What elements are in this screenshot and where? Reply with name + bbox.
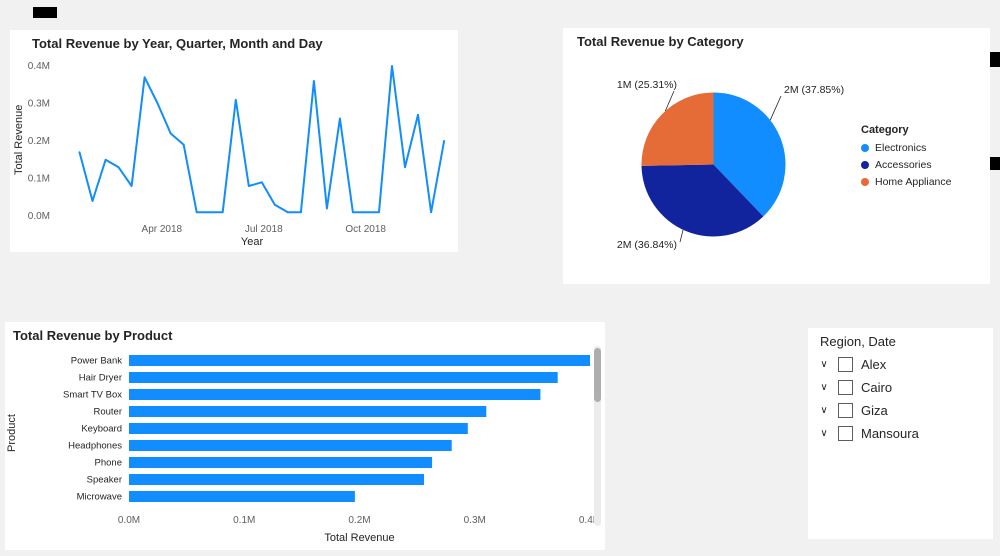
pie-value-label: 1M (25.31%) xyxy=(617,79,677,91)
legend-label: Electronics xyxy=(875,142,927,154)
pie-legend-title: Category xyxy=(861,124,909,136)
checkbox[interactable] xyxy=(838,357,853,372)
legend-label: Accessories xyxy=(875,159,932,171)
chevron-down-icon[interactable]: ∨ xyxy=(820,382,828,393)
bar-category-label: Hair Dryer xyxy=(79,373,122,384)
slicer-item-cairo[interactable]: ∨ Cairo xyxy=(808,376,993,399)
bar-category-label: Speaker xyxy=(87,475,122,486)
bar-x-axis-title: Total Revenue xyxy=(324,532,395,544)
bar-category-label: Keyboard xyxy=(81,424,122,435)
pie-label-leader-line xyxy=(664,90,675,112)
chevron-down-icon[interactable]: ∨ xyxy=(820,428,828,439)
bar-category-label: Microwave xyxy=(77,492,122,503)
legend-label: Home Appliance xyxy=(875,176,952,188)
bar-microwave[interactable] xyxy=(129,491,355,502)
slicer-item-alex[interactable]: ∨ Alex xyxy=(808,353,993,376)
chevron-down-icon[interactable]: ∨ xyxy=(820,359,828,370)
slicer-item-label: Mansoura xyxy=(861,426,919,441)
x-tick-label: 0.3M xyxy=(464,515,486,526)
pie-slice-home-appliance[interactable] xyxy=(641,92,714,166)
bar-smart-tv-box[interactable] xyxy=(129,389,541,400)
chevron-down-icon[interactable]: ∨ xyxy=(820,405,828,416)
pie-label-leader-line xyxy=(679,229,684,243)
slicer-item-label: Giza xyxy=(861,403,888,418)
x-tick-label: 0.0M xyxy=(118,515,140,526)
line-x-axis-title: Year xyxy=(240,236,264,248)
slicer-item-giza[interactable]: ∨ Giza xyxy=(808,399,993,422)
bar-hair-dryer[interactable] xyxy=(129,372,558,383)
x-tick-label: Oct 2018 xyxy=(345,224,386,235)
slicer-items: ∨ Alex ∨ Cairo ∨ Giza ∨ Mansoura xyxy=(808,353,993,445)
pie-slice-electronics[interactable] xyxy=(713,92,786,217)
scrollbar-thumb[interactable] xyxy=(594,348,601,402)
bar-keyboard[interactable] xyxy=(129,423,468,434)
x-tick-label: 0.4M xyxy=(579,515,601,526)
legend-dot-icon xyxy=(861,144,869,152)
bar-chart-plot[interactable]: Power Bank Hair Dryer Smart TV Box Router Ke… xyxy=(5,344,605,550)
legend-item-home-appliance[interactable]: Home Appliance xyxy=(861,176,951,188)
slicer-item-mansoura[interactable]: ∨ Mansoura xyxy=(808,422,993,445)
pie-value-label: 2M (36.84%) xyxy=(617,239,677,251)
slicer-item-label: Cairo xyxy=(861,380,893,395)
bar-power-bank[interactable] xyxy=(129,355,590,366)
pie-chart-plot[interactable]: 2M (37.85%) 2M (36.84%) 1M (25.31%) xyxy=(563,52,873,284)
bar-category-label: Headphones xyxy=(68,441,122,452)
bar-headphones[interactable] xyxy=(129,440,452,451)
black-artifact-top-left xyxy=(33,7,57,18)
bar-phone[interactable] xyxy=(129,457,433,468)
checkbox[interactable] xyxy=(838,403,853,418)
slicer-item-label: Alex xyxy=(861,357,887,372)
y-tick-label: 0.2M xyxy=(28,136,50,147)
bar-chart-scrollbar[interactable] xyxy=(594,346,601,526)
pie-slice-accessories[interactable] xyxy=(641,164,764,237)
slicer-title: Region, Date xyxy=(820,334,896,349)
bar-chart-title: Total Revenue by Product xyxy=(13,328,173,343)
legend-dot-icon xyxy=(861,178,869,186)
pie-legend: Category Electronics Accessories Home Appl… xyxy=(861,124,951,193)
pie-chart-title: Total Revenue by Category xyxy=(577,34,744,49)
pie-value-label: 2M (37.85%) xyxy=(784,84,844,96)
line-chart-plot[interactable]: 0.0M 0.1M 0.2M 0.3M 0.4M Apr 2018 Jul 2018 Oct … xyxy=(10,54,458,252)
bar-chart-card: Total Revenue by Product Product Power B… xyxy=(5,322,605,550)
pie-legend-items: Electronics Accessories Home Appliance xyxy=(861,142,951,188)
y-tick-label: 0.0M xyxy=(28,211,50,222)
checkbox[interactable] xyxy=(838,380,853,395)
pie-label-leader-line xyxy=(769,95,782,121)
bar-category-label: Router xyxy=(93,407,122,418)
bar-category-label: Phone xyxy=(95,458,122,469)
x-tick-label: Apr 2018 xyxy=(142,224,183,235)
y-tick-label: 0.1M xyxy=(28,174,50,185)
legend-dot-icon xyxy=(861,161,869,169)
x-tick-label: 0.1M xyxy=(233,515,255,526)
legend-item-electronics[interactable]: Electronics xyxy=(861,142,951,154)
revenue-line-series[interactable] xyxy=(78,65,446,214)
region-date-slicer: Region, Date ∨ Alex ∨ Cairo ∨ Giza ∨ Man… xyxy=(808,328,993,539)
y-tick-label: 0.4M xyxy=(28,61,50,72)
bar-speaker[interactable] xyxy=(129,474,424,485)
y-tick-label: 0.3M xyxy=(28,99,50,110)
x-tick-label: 0.2M xyxy=(348,515,370,526)
checkbox[interactable] xyxy=(838,426,853,441)
pie-chart-card: Total Revenue by Category 2M (37.85%) 2M … xyxy=(563,28,990,284)
x-tick-label: Jul 2018 xyxy=(245,224,283,235)
line-chart-title: Total Revenue by Year, Quarter, Month an… xyxy=(32,36,323,51)
line-chart-card: Total Revenue by Year, Quarter, Month an… xyxy=(10,30,458,252)
legend-item-accessories[interactable]: Accessories xyxy=(861,159,951,171)
bar-category-label: Power Bank xyxy=(71,356,122,367)
bar-category-label: Smart TV Box xyxy=(63,390,122,401)
bar-router[interactable] xyxy=(129,406,487,417)
